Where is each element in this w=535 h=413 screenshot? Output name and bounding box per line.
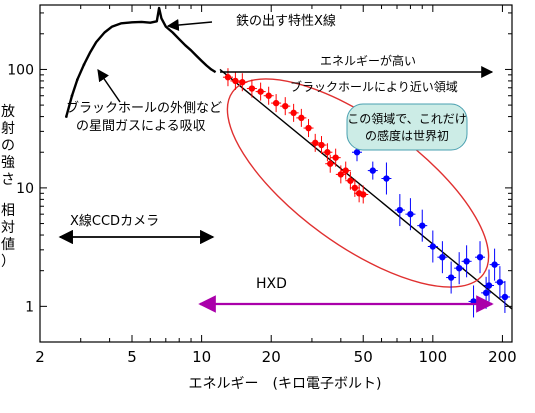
- plot-frame: [39, 4, 513, 343]
- red-data-point: [347, 177, 354, 184]
- x-tick-label: 5: [127, 348, 137, 366]
- red-data-point: [272, 99, 280, 107]
- y-label-char: ）: [1, 254, 15, 270]
- blue-data-point: [407, 210, 414, 218]
- y-label-char: の: [1, 138, 15, 154]
- absorption-label-line1: ブラックホールの外側など: [66, 100, 222, 116]
- red-data-point: [327, 160, 334, 167]
- red-data-point: [312, 139, 319, 147]
- y-label-char: [0, 189, 16, 203]
- ccd-data-point: [82, 63, 86, 66]
- hxd-label: HXD: [256, 276, 287, 292]
- near-region-label: ブラックホールにより近い領域: [290, 79, 458, 94]
- blue-data-point: [369, 167, 376, 174]
- blue-data-point: [429, 243, 437, 250]
- red-data-point: [265, 92, 272, 99]
- red-data-point: [324, 149, 331, 156]
- y-tick-label: 1: [25, 299, 34, 315]
- blue-data-point: [396, 206, 404, 214]
- absorption-label-line2: の星間ガスによる吸収: [76, 119, 206, 134]
- red-data-point: [318, 141, 325, 149]
- y-label-char: 強: [1, 155, 15, 171]
- blue-data-point: [485, 282, 493, 289]
- x-axis-label: エネルギー (キロ電子ボルト): [189, 376, 382, 392]
- blue-data-point: [383, 175, 390, 182]
- red-data-point: [248, 85, 256, 92]
- red-data-point: [360, 191, 367, 198]
- red-data-point: [298, 114, 305, 122]
- red-data-point: [224, 74, 232, 81]
- y-label-char: さ: [1, 172, 15, 188]
- x-tick-label: 10: [192, 348, 211, 366]
- blue-data-point: [482, 289, 490, 297]
- x-tick-label: 50: [354, 348, 373, 366]
- x-tick-label: 100: [419, 348, 448, 366]
- y-axis-label: 放 射 の 強 さ 相 対 値 ）: [0, 104, 16, 271]
- ccd-data-point: [65, 115, 68, 118]
- blue-data-point: [476, 253, 484, 261]
- energy-high-label: エネルギーが高い: [320, 53, 416, 68]
- blue-data-point: [419, 222, 426, 229]
- absorption-arrow: [97, 69, 121, 103]
- red-data-point: [257, 88, 264, 95]
- ccd-spectrum-line: [65, 6, 217, 117]
- y-label-char: 対: [1, 220, 15, 236]
- blue-data-point: [496, 278, 504, 286]
- callout-line1: この領域で、これだけ: [347, 111, 467, 126]
- red-data-point: [282, 102, 289, 110]
- red-data-point: [332, 154, 339, 161]
- y-label-char: 放: [1, 104, 15, 120]
- red-data-point: [232, 77, 239, 85]
- model-fit-line: [219, 68, 513, 310]
- ccd-label: X線CCDカメラ: [70, 213, 159, 229]
- blue-data-point: [439, 253, 446, 261]
- red-data-point: [342, 167, 349, 174]
- blue-data-point: [501, 293, 509, 301]
- x-tick-label: 200: [488, 348, 517, 366]
- blue-data-point: [491, 261, 498, 268]
- ccd-data-point: [76, 78, 79, 81]
- ccd-data-point: [70, 94, 74, 98]
- red-data-point: [305, 124, 312, 132]
- iron-line-arrow: [166, 19, 213, 31]
- callout-line2: の感度は世界初: [365, 128, 449, 143]
- x-tick-label: 2: [35, 348, 45, 366]
- y-label-char: 相: [1, 203, 15, 219]
- blue-data-point: [455, 264, 463, 272]
- y-tick-label: 100: [7, 62, 34, 78]
- blue-data-point: [463, 258, 470, 265]
- red-data-point: [351, 184, 359, 192]
- iron-line-label: 鉄の出す特性X線: [236, 13, 336, 29]
- blue-data-point: [447, 274, 455, 281]
- y-tick-label: 10: [16, 181, 34, 197]
- red-data-point: [239, 79, 246, 86]
- callout-bubble: [346, 103, 468, 151]
- red-data-point: [337, 171, 345, 178]
- y-label-char: 値: [1, 237, 15, 253]
- y-label-char: 射: [1, 121, 15, 137]
- red-data-point: [290, 109, 297, 117]
- blue-data-point: [353, 149, 361, 156]
- x-tick-label: 20: [262, 348, 281, 366]
